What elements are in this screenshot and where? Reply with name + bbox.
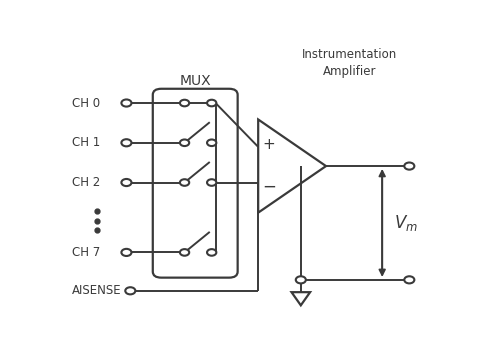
- Circle shape: [207, 179, 216, 186]
- Text: $V_m$: $V_m$: [394, 213, 417, 233]
- Text: CH 7: CH 7: [72, 246, 101, 259]
- Circle shape: [180, 100, 189, 106]
- Circle shape: [122, 179, 132, 186]
- Circle shape: [207, 249, 216, 256]
- Text: MUX: MUX: [180, 74, 211, 88]
- Text: AISENSE: AISENSE: [72, 284, 122, 297]
- Circle shape: [122, 99, 132, 106]
- Circle shape: [207, 140, 216, 146]
- Circle shape: [207, 100, 216, 106]
- Circle shape: [404, 162, 414, 170]
- Text: Instrumentation
Amplifier: Instrumentation Amplifier: [302, 48, 397, 78]
- Text: −: −: [262, 178, 276, 196]
- Circle shape: [180, 179, 189, 186]
- Circle shape: [180, 140, 189, 146]
- Text: CH 1: CH 1: [72, 136, 101, 149]
- Circle shape: [122, 249, 132, 256]
- Circle shape: [126, 287, 136, 294]
- Text: +: +: [262, 137, 276, 152]
- Circle shape: [180, 249, 189, 256]
- Circle shape: [122, 139, 132, 146]
- Text: CH 2: CH 2: [72, 176, 101, 189]
- Circle shape: [296, 276, 306, 283]
- Text: CH 0: CH 0: [72, 96, 101, 110]
- FancyBboxPatch shape: [153, 89, 238, 278]
- Circle shape: [404, 276, 414, 283]
